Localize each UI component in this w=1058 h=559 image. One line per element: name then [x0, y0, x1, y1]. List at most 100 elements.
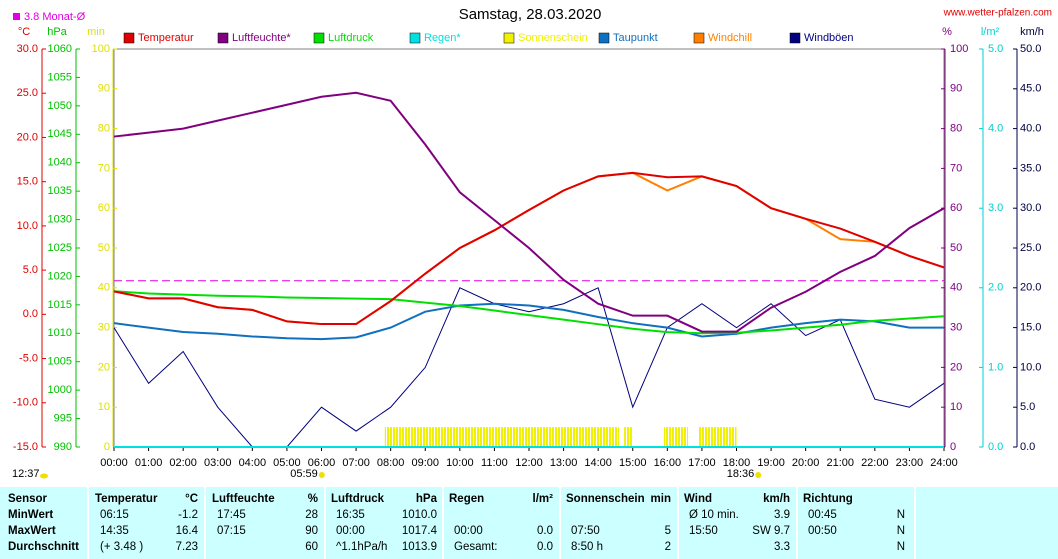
x-tick-label: 20:00: [792, 457, 820, 469]
y-tick-label: 15.0: [17, 176, 38, 188]
series-line: [113, 290, 945, 335]
table-cell: 2: [665, 541, 671, 553]
table-header: Sensor: [8, 493, 48, 505]
table-cell: 7.23: [176, 541, 198, 553]
legend-label: Windböen: [804, 32, 854, 44]
table-cell: 0.0: [537, 541, 553, 553]
table-cell: N: [897, 509, 905, 521]
table-cell: 00:00: [336, 525, 365, 537]
y-tick-label: 80: [98, 123, 110, 135]
y-tick-label: 1030: [48, 213, 72, 225]
table-cell: 28: [305, 509, 318, 521]
y-tick-label: 1060: [48, 43, 72, 55]
y-tick-label: 1010: [48, 327, 72, 339]
y-tick-label: 10.0: [17, 220, 38, 232]
y-tick-label: 0.0: [23, 308, 38, 320]
sun-time-label: 18:36: [727, 468, 755, 480]
legend-swatch: [693, 32, 705, 44]
table-header-unit: °C: [185, 493, 198, 505]
legend-label: Sonnenschein: [518, 32, 588, 44]
y-tick-label: 50.0: [1020, 43, 1041, 55]
table-cell: 07:50: [571, 525, 600, 537]
daylength-label: 12:37: [12, 468, 40, 480]
x-tick-label: 11:00: [481, 457, 508, 469]
table-cell: 16.4: [176, 525, 199, 537]
table-cell: SW 9.7: [752, 525, 790, 537]
y-tick-label: 40: [950, 282, 962, 294]
table-header: Sonnenschein: [566, 493, 645, 505]
sunshine-bar: [663, 427, 689, 447]
row-label: Durchschnitt: [8, 541, 79, 553]
x-tick-label: 14:00: [584, 457, 612, 469]
y-tick-label: 1025: [48, 242, 72, 254]
y-tick-label: 45.0: [1020, 83, 1041, 95]
y-tick-label: 0.0: [988, 441, 1003, 453]
series-line: [113, 171, 945, 326]
y-tick-label: -10.0: [13, 397, 38, 409]
axis-unit: hPa: [47, 26, 67, 38]
legend-swatch: [789, 32, 801, 44]
sunshine-bar: [698, 427, 737, 447]
table-header-unit: km/h: [763, 493, 790, 505]
table-cell: ^1.1hPa/h: [336, 541, 387, 553]
y-tick-label: 0: [950, 441, 956, 453]
x-tick-label: 15:00: [619, 457, 647, 469]
table-cell: 90: [305, 525, 318, 537]
x-tick-label: 24:00: [930, 457, 958, 469]
y-tick-label: -5.0: [19, 352, 38, 364]
x-tick-label: 07:00: [342, 457, 370, 469]
legend-label: Luftfeuchte*: [232, 32, 291, 44]
series-line: [113, 302, 944, 341]
row-label: MaxWert: [8, 525, 56, 537]
x-tick-label: 06:00: [308, 457, 336, 469]
table-cell: N: [897, 541, 905, 553]
legend-swatch: [123, 32, 135, 44]
y-tick-label: 3.0: [988, 202, 1003, 214]
legend-label: Taupunkt: [613, 32, 658, 44]
x-tick-label: 08:00: [377, 457, 405, 469]
y-tick-label: 100: [950, 43, 968, 55]
x-tick-label: 03:00: [204, 457, 232, 469]
table-header-unit: hPa: [416, 493, 438, 505]
y-tick-label: 70: [950, 162, 962, 174]
table-header: Richtung: [803, 493, 853, 505]
x-tick-label: 04:00: [239, 457, 267, 469]
table-header-unit: l/m²: [533, 493, 554, 505]
row-label: MinWert: [8, 509, 53, 521]
table-cell: 15:50: [689, 525, 718, 537]
x-tick-label: 10:00: [446, 457, 474, 469]
table-header: Wind: [684, 493, 712, 505]
y-tick-label: 50: [950, 242, 962, 254]
legend-label: Windchill: [708, 32, 752, 44]
legend-label: Regen*: [424, 32, 461, 44]
y-tick-label: 0: [104, 441, 110, 453]
y-tick-label: 90: [950, 83, 962, 95]
x-tick-label: 18:00: [723, 457, 751, 469]
y-tick-label: 5.0: [988, 43, 1003, 55]
y-tick-label: 25.0: [17, 87, 38, 99]
table-header: Luftfeuchte: [212, 493, 275, 505]
table-cell: 8:50 h: [571, 541, 603, 553]
y-tick-label: 40: [98, 282, 110, 294]
y-tick-label: 4.0: [988, 123, 1003, 135]
sun-icon: [40, 473, 48, 479]
chart-title: Samstag, 28.03.2020: [459, 6, 602, 23]
legend-label: Temperatur: [138, 32, 194, 44]
y-tick-label: 35.0: [1020, 162, 1041, 174]
x-tick-label: 16:00: [654, 457, 682, 469]
sun-marker: [318, 472, 325, 478]
y-tick-label: 20.0: [17, 131, 38, 143]
sun-time-label: 05:59: [290, 468, 318, 480]
sunshine-bar: [384, 427, 619, 447]
table-header: Luftdruck: [331, 493, 385, 505]
y-tick-label: 10: [98, 401, 110, 413]
y-tick-label: 1035: [48, 185, 72, 197]
x-tick-label: 19:00: [757, 457, 785, 469]
y-tick-label: 1055: [48, 71, 72, 83]
table-cell: 00:00: [454, 525, 483, 537]
table-cell: 3.9: [774, 509, 790, 521]
x-tick-label: 02:00: [169, 457, 197, 469]
table-header: Temperatur: [95, 493, 158, 505]
y-tick-label: 25.0: [1020, 242, 1041, 254]
